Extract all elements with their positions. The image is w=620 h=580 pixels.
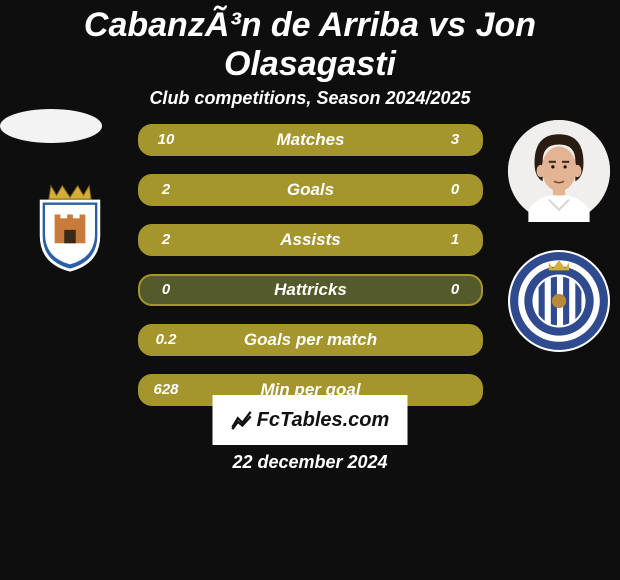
stat-bar: 0Hattricks0: [138, 274, 483, 306]
infographic-date: 22 december 2024: [0, 452, 620, 473]
stat-right-value: 0: [429, 276, 481, 304]
brand-label: FcTables.com: [231, 409, 390, 432]
club-left-badge: [22, 178, 118, 274]
chart-icon: [231, 409, 253, 431]
stat-right-value: 3: [429, 126, 481, 154]
player-right-avatar: [508, 120, 610, 222]
stats-bar-list: 10Matches3 2Goals0 2Assists1 0Hattricks0 0.2…: [138, 124, 483, 424]
brand-box: FcTables.com: [213, 395, 408, 445]
brand-text: FcTables.com: [257, 409, 390, 432]
stat-right-value: [429, 326, 481, 354]
page-title: CabanzÃ³n de Arriba vs Jon Olasagasti: [0, 6, 620, 84]
club-right-badge: [508, 250, 610, 352]
stat-right-value: 0: [429, 176, 481, 204]
stat-bar: 10Matches3: [138, 124, 483, 156]
stat-bar: 2Assists1: [138, 224, 483, 256]
stat-bar: 2Goals0: [138, 174, 483, 206]
stat-right-value: [429, 376, 481, 404]
page-subtitle: Club competitions, Season 2024/2025: [0, 88, 620, 109]
stat-right-value: 1: [429, 226, 481, 254]
player-left-avatar: [0, 109, 102, 143]
stat-bar: 0.2Goals per match: [138, 324, 483, 356]
